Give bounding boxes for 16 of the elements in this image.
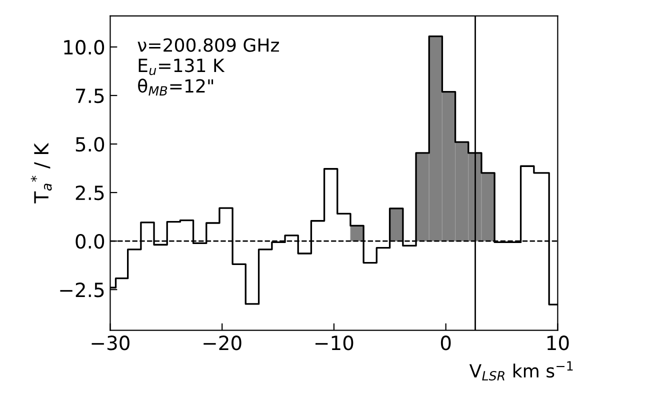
y-tick-label: −2.5 [60, 282, 104, 298]
y-tick-label: 5.0 [76, 136, 104, 152]
x-tick-label: 10 [547, 336, 569, 350]
x-tick-label: −10 [316, 336, 354, 350]
annotation: ν=200.809 GHz [138, 38, 279, 52]
y-tick-label: 10.0 [64, 40, 104, 55]
y-tick-label: 7.5 [76, 88, 104, 104]
x-tick-label: 0 [440, 336, 451, 350]
y-tick-label: 2.5 [76, 185, 104, 200]
x-tick-label: −30 [92, 336, 130, 350]
y-tick-label: 0.0 [76, 234, 104, 249]
y-axis-title: T$_{a}$$^{*}$ / K [30, 142, 52, 204]
x-axis-title: V$_{LSR}$ km s$^{−1}$ [469, 361, 573, 381]
annotation: E$_{u}$=131 K [138, 58, 225, 76]
x-tick-label: −20 [204, 336, 242, 350]
annotation: θ$_{MB}$=12" [138, 78, 214, 96]
